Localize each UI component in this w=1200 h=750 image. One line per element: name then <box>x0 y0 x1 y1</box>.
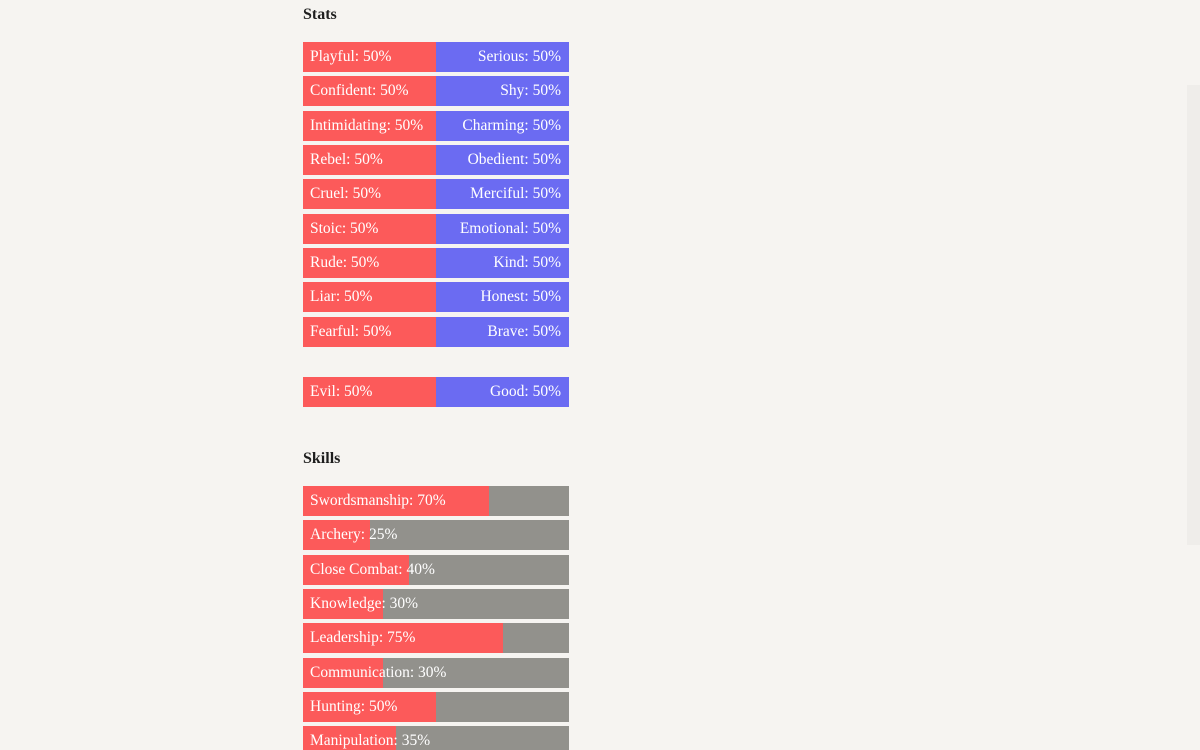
skill-bar-leadership: Leadership: 75% <box>303 623 569 654</box>
skill-label: Communication: 30% <box>310 663 447 681</box>
stat-right-label: Obedient: 50% <box>467 150 561 168</box>
stat-left-label: Stoic: 50% <box>310 219 379 237</box>
stat-left-label: Confident: 50% <box>310 82 409 100</box>
skill-fill <box>303 588 383 619</box>
skill-label: Knowledge: 30% <box>310 594 419 612</box>
stat-fill <box>303 377 436 407</box>
skill-label: Manipulation: 35% <box>310 732 431 750</box>
stat-right-label: Shy: 50% <box>500 82 561 100</box>
skill-label: Hunting: 50% <box>310 697 398 715</box>
skill-label: Leadership: 75% <box>310 629 416 647</box>
stat-fill <box>303 179 436 210</box>
stat-fill <box>303 42 436 72</box>
skill-bar-manipulation: Manipulation: 35% <box>303 726 569 750</box>
skill-fill <box>303 623 503 654</box>
stat-left-label: Liar: 50% <box>310 288 373 306</box>
stat-fill <box>303 144 436 175</box>
skill-label: Archery: 25% <box>310 526 398 544</box>
stat-bar-liar-honest: Liar: 50% Honest: 50% <box>303 282 569 313</box>
stat-left-label: Rude: 50% <box>310 253 380 271</box>
skill-fill <box>303 520 370 551</box>
stat-right-label: Brave: 50% <box>487 322 561 340</box>
skill-label: Close Combat: 40% <box>310 560 435 578</box>
stat-right-label: Merciful: 50% <box>470 185 561 203</box>
stat-left-label: Evil: 50% <box>310 383 373 400</box>
stat-bar-evil-good: Evil: 50% Good: 50% <box>303 377 569 407</box>
stat-right-label: Emotional: 50% <box>459 219 561 237</box>
skills-list: Swordsmanship: 70% Archery: 25% Close Co… <box>303 486 569 750</box>
stat-bar-playful-serious: Playful: 50% Serious: 50% <box>303 42 569 72</box>
stats-heading: Stats <box>303 6 337 23</box>
skill-fill <box>303 726 397 750</box>
stat-left-label: Cruel: 50% <box>310 185 382 203</box>
skill-bar-knowledge: Knowledge: 30% <box>303 588 569 619</box>
skill-bar-swordsmanship: Swordsmanship: 70% <box>303 486 569 516</box>
stat-bar-cruel-merciful: Cruel: 50% Merciful: 50% <box>303 179 569 210</box>
stat-left-label: Playful: 50% <box>310 48 392 65</box>
morality-list: Evil: 50% Good: 50% <box>303 377 569 411</box>
skill-fill <box>303 691 436 722</box>
stat-right-label: Good: 50% <box>489 383 561 400</box>
skill-fill <box>303 486 490 516</box>
skill-bar-hunting: Hunting: 50% <box>303 691 569 722</box>
skill-bar-archery: Archery: 25% <box>303 520 569 551</box>
stat-right-label: Kind: 50% <box>493 253 561 271</box>
stat-bar-rude-kind: Rude: 50% Kind: 50% <box>303 247 569 278</box>
skill-label: Swordsmanship: 70% <box>310 492 446 509</box>
skills-heading: Skills <box>303 450 341 467</box>
stat-left-label: Intimidating: 50% <box>310 116 424 134</box>
stat-fill <box>303 110 436 141</box>
stat-right-label: Honest: 50% <box>480 288 561 306</box>
stat-fill <box>303 316 436 347</box>
skill-fill <box>303 554 410 585</box>
stat-bar-intimidating-charming: Intimidating: 50% Charming: 50% <box>303 110 569 141</box>
stat-bar-rebel-obedient: Rebel: 50% Obedient: 50% <box>303 144 569 175</box>
stat-bar-fearful-brave: Fearful: 50% Brave: 50% <box>303 316 569 347</box>
stat-bar-stoic-emotional: Stoic: 50% Emotional: 50% <box>303 213 569 244</box>
stats-list: Playful: 50% Serious: 50% Confident: 50%… <box>303 42 569 351</box>
stat-left-label: Fearful: 50% <box>310 322 392 340</box>
skill-bar-communication: Communication: 30% <box>303 657 569 688</box>
scrollbar[interactable] <box>1187 85 1200 545</box>
stat-bar-confident-shy: Confident: 50% Shy: 50% <box>303 76 569 107</box>
stat-right-label: Serious: 50% <box>477 48 561 65</box>
stat-right-label: Charming: 50% <box>462 116 561 134</box>
stat-fill <box>303 282 436 313</box>
stat-fill <box>303 247 436 278</box>
stat-fill <box>303 213 436 244</box>
skill-bar-close-combat: Close Combat: 40% <box>303 554 569 585</box>
stat-left-label: Rebel: 50% <box>310 150 383 168</box>
skill-fill <box>303 657 383 688</box>
stat-fill <box>303 76 436 107</box>
